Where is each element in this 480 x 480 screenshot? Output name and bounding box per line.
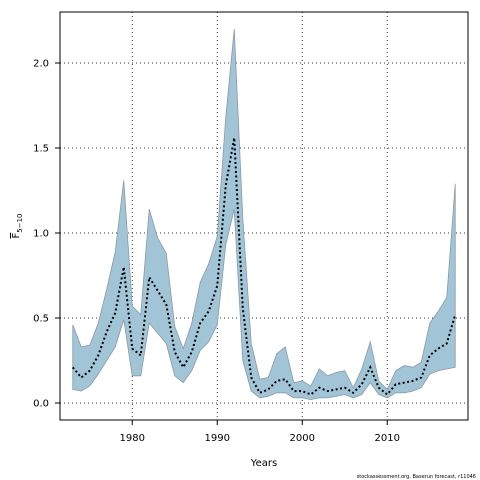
y-axis-title-subscript: 5−10 xyxy=(16,214,24,233)
y-tick-label: 0.0 xyxy=(33,399,49,410)
y-axis: 0.0 0.5 1.0 1.5 2.0 xyxy=(33,59,60,410)
x-axis-title: Years xyxy=(250,458,277,469)
y-tick-label: 2.0 xyxy=(33,59,49,70)
y-axis-title: F5−10 xyxy=(11,214,24,239)
plot-frame xyxy=(59,11,469,421)
x-axis: 1980 1990 2000 2010 xyxy=(120,420,400,444)
x-tick-label: 2010 xyxy=(375,433,400,444)
y-tick-label: 1.5 xyxy=(33,144,49,155)
confidence-band xyxy=(72,28,456,401)
x-tick-label: 1990 xyxy=(205,433,230,444)
x-tick-label: 1980 xyxy=(120,433,145,444)
y-tick-label: 0.5 xyxy=(33,314,49,325)
y-axis-title-main: F xyxy=(11,233,22,239)
y-tick-label: 1.0 xyxy=(33,229,49,240)
estimate-line xyxy=(71,137,457,396)
footer-note: stockassessment.org, Baserun forecast, r… xyxy=(357,474,476,480)
x-tick-label: 2000 xyxy=(290,433,315,444)
